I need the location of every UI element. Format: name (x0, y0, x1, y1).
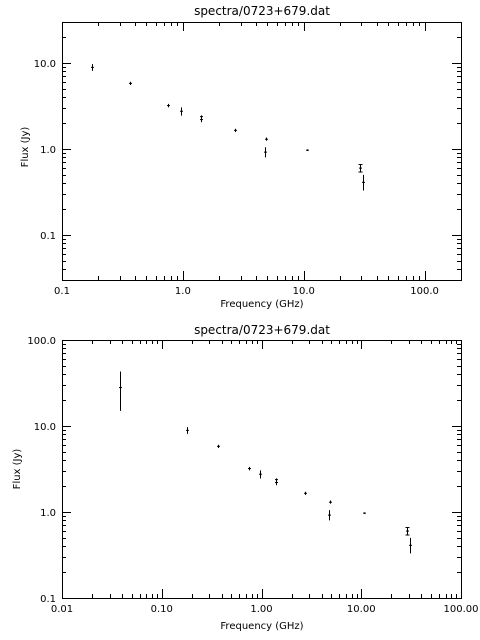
y-tick-label: 0.1 (40, 231, 56, 242)
data-point (363, 512, 366, 514)
x-tick-label: 0.01 (51, 604, 73, 615)
y-tick-label: 10.0 (34, 59, 56, 70)
x-tick-label: 0.10 (151, 604, 173, 615)
data-point (91, 64, 94, 71)
data-point (259, 470, 262, 479)
x-tick-label: 10.0 (293, 286, 315, 297)
plot-frame (62, 340, 462, 599)
data-points (91, 64, 365, 191)
data-point (358, 164, 363, 173)
data-point (234, 128, 237, 132)
data-point (329, 500, 332, 504)
y-tick-label: 10.0 (34, 422, 56, 433)
x-axis-label: Frequency (GHz) (220, 621, 303, 632)
data-point (265, 137, 268, 141)
chart-title: spectra/0723+679.dat (194, 4, 330, 18)
axis-ticks: 0.1 1.0 10.0 100.0 0.1 1.0 10.0 (34, 22, 462, 297)
y-axis-label: Flux (Jy) (20, 127, 31, 168)
lower-spectrum-chart: spectra/0723+679.dat Frequency (GHz) Flu… (12, 323, 479, 632)
y-tick-label: 1.0 (40, 145, 56, 156)
upper-spectrum-chart: spectra/0723+679.dat Frequency (GHz) Flu… (20, 4, 462, 310)
data-point (275, 478, 278, 481)
data-point (129, 81, 132, 86)
plot-frame (62, 22, 462, 281)
y-tick-label: 0.1 (40, 594, 56, 605)
data-point (275, 480, 278, 486)
data-point (409, 537, 412, 554)
data-point (186, 427, 189, 434)
x-tick-label: 1.0 (175, 286, 191, 297)
x-tick-label: 100.0 (410, 286, 439, 297)
data-point (264, 147, 267, 158)
data-point (328, 510, 331, 521)
data-point (306, 149, 309, 151)
data-points (119, 371, 412, 554)
chart-title: spectra/0723+679.dat (194, 323, 330, 337)
data-point (200, 115, 203, 118)
y-axis-label: Flux (Jy) (12, 449, 23, 490)
x-axis-label: Frequency (GHz) (220, 299, 303, 310)
y-tick-label: 100.0 (27, 336, 56, 347)
data-point (167, 103, 170, 108)
x-tick-label: 1.00 (250, 604, 272, 615)
data-point (362, 174, 365, 191)
data-point (248, 466, 251, 471)
data-point (200, 117, 203, 123)
data-point (304, 491, 307, 495)
x-tick-label: 10.00 (347, 604, 376, 615)
axis-ticks: 0.01 0.10 1.00 10.00 100.00 0.1 1.0 10.0 100.0 (27, 336, 478, 615)
y-tick-label: 1.0 (40, 508, 56, 519)
x-tick-label: 0.1 (54, 286, 70, 297)
data-point (119, 371, 122, 411)
data-point (180, 107, 183, 116)
data-point (405, 527, 410, 536)
data-point (217, 444, 220, 448)
x-tick-label: 100.00 (444, 604, 479, 615)
